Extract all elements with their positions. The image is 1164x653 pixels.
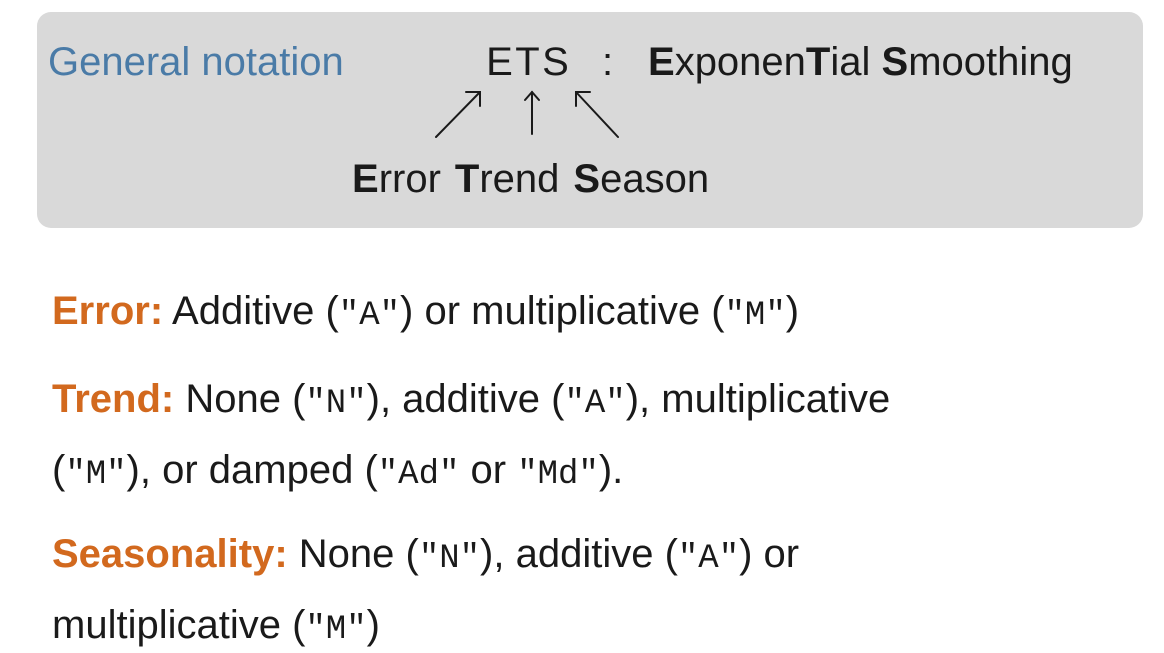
item-text: None ( (174, 377, 306, 421)
label-trend-bold: T (454, 157, 480, 201)
item-text: multiplicative ( (52, 603, 306, 647)
code-value: "N" (305, 385, 367, 423)
item-text-segments: None ("N"), additive ("A") or (287, 532, 800, 578)
item-text-segments: None ("N"), additive ("A"), multiplicati… (174, 377, 891, 423)
label-error: Error (352, 157, 441, 201)
label-error-bold: E (352, 157, 379, 201)
item-text-segments: ("M"), or damped ("Ad" or "Md"). (52, 448, 624, 494)
full-name-bold-s: S (881, 40, 909, 84)
code-value: "M" (724, 297, 786, 335)
item-error-line1: Error: Additive ("A") or multiplicative … (52, 278, 799, 349)
item-text: ), additive ( (366, 377, 565, 421)
code-value: "Md" (517, 456, 599, 494)
code-value: "M" (305, 611, 367, 649)
notation-box (37, 12, 1143, 228)
item-seasonality-line1: Seasonality: None ("N"), additive ("A") … (52, 521, 799, 592)
item-text: ), additive ( (480, 532, 678, 576)
arrow-season-icon (575, 91, 619, 138)
item-seasonality-line2: multiplicative ("M") (52, 592, 799, 653)
item-text: ), multiplicative (625, 377, 891, 421)
item-text: ( (52, 448, 66, 492)
ets-letter-e: E (486, 40, 514, 84)
component-labels: Error Trend Season (352, 157, 723, 202)
code-value: "M" (65, 456, 127, 494)
item-text-segments: Additive ("A") or multiplicative ("M") (163, 289, 800, 335)
item-text: None ( (287, 532, 419, 576)
item-error: Error: Additive ("A") or multiplicative … (52, 278, 799, 349)
label-season: Season (573, 157, 709, 201)
code-value: "A" (677, 540, 740, 578)
code-value: "N" (418, 540, 481, 578)
item-trend-key: Trend: (52, 377, 175, 421)
item-trend-line1: Trend: None ("N"), additive ("A"), multi… (52, 366, 890, 437)
item-seasonality-key: Seasonality: (52, 532, 288, 576)
label-season-rest: eason (600, 157, 710, 201)
label-error-rest: rror (378, 157, 441, 201)
label-trend: Trend (455, 157, 560, 201)
code-value: "Ad" (377, 456, 460, 494)
arrow-error-icon (435, 91, 481, 138)
item-trend-line2: ("M"), or damped ("Ad" or "Md"). (52, 437, 890, 508)
ets-letter-t: T (515, 40, 541, 84)
ets-colon: : (602, 40, 614, 84)
item-text: Additive ( (163, 289, 339, 333)
item-text: ), or damped ( (126, 448, 378, 492)
full-name-bold-t: T (805, 40, 831, 84)
label-season-bold: S (573, 157, 601, 201)
item-seasonality: Seasonality: None ("N"), additive ("A") … (52, 521, 799, 653)
item-text: or (459, 448, 518, 492)
code-value: "A" (564, 385, 626, 423)
full-name-rest-t: ial (830, 40, 882, 84)
ets-letter-s: S (542, 40, 570, 84)
code-value: "A" (338, 297, 401, 335)
item-error-key: Error: (52, 289, 164, 333)
ets-acronym: ETS (486, 40, 570, 85)
full-name-rest-e: xponen (674, 40, 806, 84)
ets-full-name: ExponenTial Smoothing (648, 40, 1073, 85)
item-text: ). (598, 448, 624, 492)
item-text: ) or (739, 532, 800, 576)
item-text: ) (366, 603, 380, 647)
general-notation-label: General notation (48, 40, 344, 84)
full-name-rest-s: moothing (908, 40, 1073, 84)
item-trend: Trend: None ("N"), additive ("A"), multi… (52, 366, 890, 508)
item-text: ) (785, 289, 800, 333)
ets-arrows (435, 90, 619, 138)
item-text: ) or multiplicative ( (400, 289, 725, 333)
full-name-bold-e: E (648, 40, 675, 84)
item-text-segments: multiplicative ("M") (52, 603, 380, 649)
label-trend-rest: rend (479, 157, 560, 201)
